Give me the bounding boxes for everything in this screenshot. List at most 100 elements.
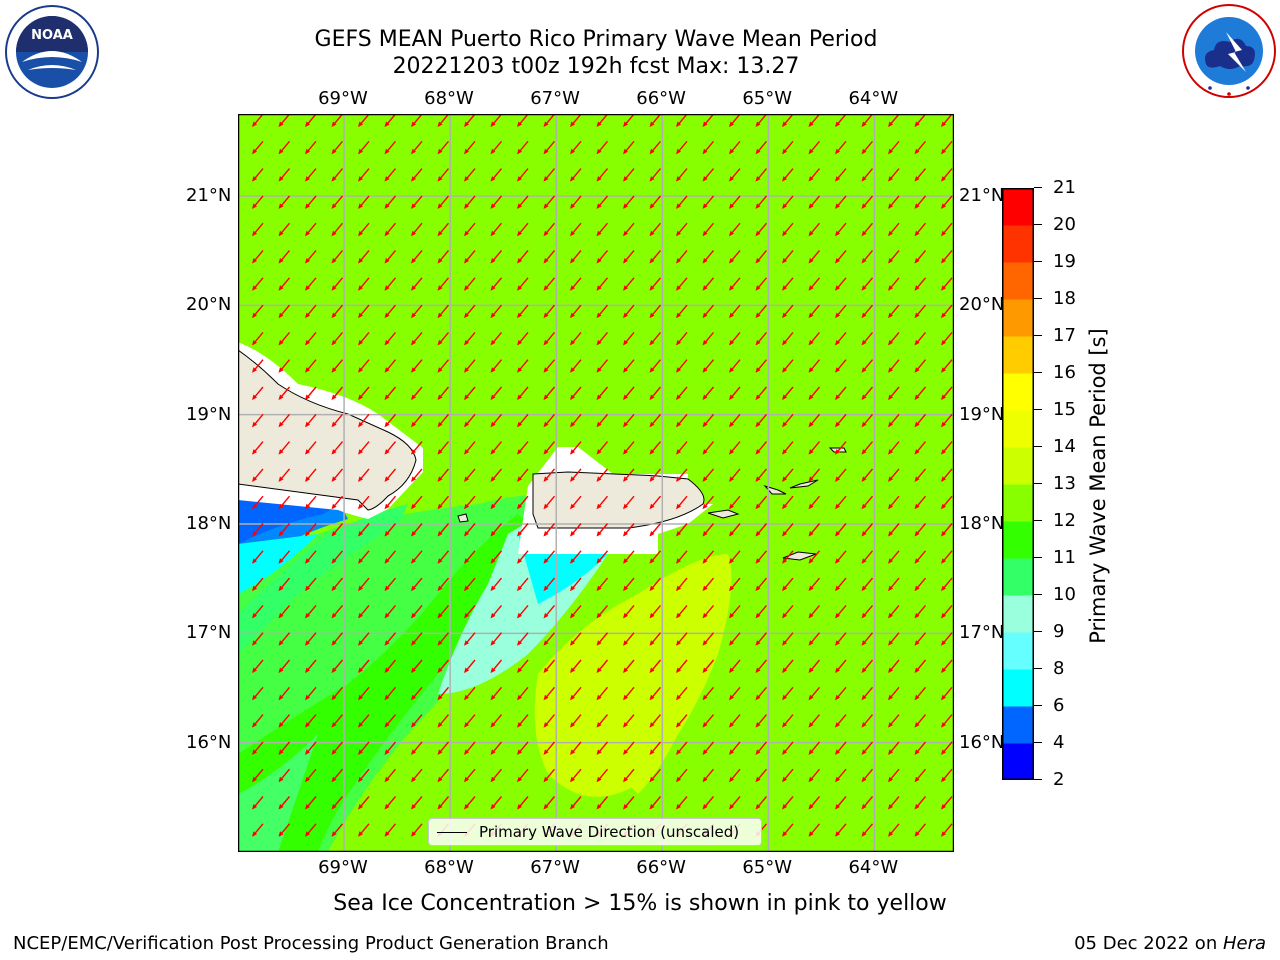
wave-direction-arrow	[649, 604, 662, 619]
wave-direction-arrow	[729, 277, 741, 291]
bottom-longitude-label: 67°W	[530, 857, 580, 878]
wave-direction-arrow	[464, 195, 476, 209]
wave-direction-arrow	[252, 823, 264, 837]
graticule	[238, 114, 954, 852]
colorbar-tick-label: 18	[1053, 288, 1076, 309]
wave-direction-arrow	[278, 604, 291, 619]
wave-direction-arrow	[437, 768, 450, 783]
wave-direction-arrow	[252, 632, 264, 646]
wave-direction-arrow	[729, 304, 741, 319]
wave-direction-arrow	[411, 686, 423, 701]
wave-direction-arrow	[729, 495, 741, 510]
wave-direction-arrow	[941, 686, 953, 701]
wave-direction-arrow	[835, 359, 847, 373]
wave-direction-arrow	[941, 114, 953, 127]
wave-direction-arrow	[411, 386, 423, 400]
wave-direction-arrow	[490, 577, 503, 592]
wave-direction-arrow	[490, 304, 503, 319]
wave-direction-arrow	[729, 222, 741, 237]
wave-direction-arrow	[464, 386, 476, 400]
wave-direction-arrow	[331, 741, 344, 755]
wave-direction-arrow	[437, 714, 450, 728]
wave-direction-arrow	[464, 250, 476, 264]
wave-direction-arrow	[755, 168, 768, 182]
wave-direction-arrow	[596, 495, 609, 510]
wave-direction-arrow	[411, 140, 423, 155]
wave-direction-arrow	[278, 359, 291, 373]
wave-direction-arrow	[305, 523, 317, 537]
wave-direction-arrow	[517, 495, 529, 510]
wave-direction-arrow	[755, 386, 768, 400]
wave-direction-arrow	[331, 331, 344, 346]
left-latitude-label: 20°N	[186, 294, 232, 316]
wave-direction-arrow	[252, 686, 264, 701]
wave-direction-arrow	[888, 604, 900, 619]
colorbar-segment	[1002, 706, 1034, 744]
wave-direction-arrow	[782, 495, 794, 510]
wave-direction-arrow	[729, 741, 741, 755]
colorbar-tick	[1034, 520, 1042, 522]
top-longitude-label: 69°W	[318, 88, 368, 109]
wave-direction-arrow	[835, 304, 847, 319]
wave-direction-arrow	[941, 222, 953, 237]
wave-direction-arrow	[782, 277, 794, 291]
wave-direction-arrow	[305, 604, 317, 619]
wave-direction-arrow	[464, 741, 476, 755]
wave-direction-arrow	[437, 386, 450, 400]
wave-direction-arrow	[914, 823, 927, 837]
wave-direction-arrow	[464, 468, 476, 482]
chart-title: GEFS MEAN Puerto Rico Primary Wave Mean …	[314, 27, 878, 52]
wave-direction-arrow	[570, 604, 582, 619]
right-latitude-label: 16°N	[959, 731, 1005, 753]
wave-direction-arrow	[411, 550, 423, 564]
wave-direction-arrow	[331, 277, 344, 291]
wave-direction-arrow	[358, 659, 370, 673]
wave-direction-arrow	[861, 468, 874, 482]
wave-direction-arrow	[835, 632, 847, 646]
wave-direction-arrow	[941, 386, 953, 400]
wave-direction-arrow	[808, 768, 821, 783]
wave-direction-arrow	[411, 768, 423, 783]
wave-direction-arrow	[464, 495, 476, 510]
wave-direction-arrow	[570, 140, 582, 155]
wave-direction-arrow	[623, 250, 635, 264]
wave-direction-arrow	[543, 250, 556, 264]
footer-date: 05 Dec 2022 on Hera	[1074, 933, 1266, 955]
wave-direction-arrow	[729, 250, 741, 264]
wave-direction-arrow	[888, 277, 900, 291]
wave-direction-arrow	[808, 686, 821, 701]
wave-direction-arrow	[861, 632, 874, 646]
wave-direction-arrow	[305, 468, 317, 482]
wave-direction-arrow	[861, 550, 874, 564]
wave-direction-arrow	[278, 413, 291, 428]
wave-direction-arrow	[755, 659, 768, 673]
wave-direction-arrow	[649, 632, 662, 646]
wave-direction-arrow	[676, 768, 688, 783]
wave-direction-arrow	[517, 714, 529, 728]
wave-direction-arrow	[888, 523, 900, 537]
wave-direction-arrow	[782, 714, 794, 728]
wave-direction-arrow	[888, 714, 900, 728]
wave-direction-arrow	[941, 168, 953, 182]
wave-direction-arrow	[755, 359, 768, 373]
wave-direction-arrow	[570, 523, 582, 537]
wave-direction-arrow	[384, 250, 397, 264]
wave-direction-arrow	[464, 168, 476, 182]
wave-direction-arrow	[702, 523, 715, 537]
wave-direction-arrow	[782, 823, 794, 837]
wave-direction-arrow	[411, 659, 423, 673]
wave-direction-arrow	[676, 796, 688, 810]
wave-direction-arrow	[543, 359, 556, 373]
wave-direction-arrow	[490, 523, 503, 537]
wave-direction-arrow	[305, 331, 317, 346]
wave-direction-arrow	[570, 577, 582, 592]
wave-direction-arrow	[888, 140, 900, 155]
wave-direction-arrow	[623, 659, 635, 673]
wave-direction-arrow	[782, 468, 794, 482]
wave-direction-arrow	[755, 604, 768, 619]
wave-direction-arrow	[278, 222, 291, 237]
wave-direction-arrow	[305, 550, 317, 564]
wave-direction-arrow	[543, 413, 556, 428]
wave-direction-arrow	[888, 386, 900, 400]
wave-direction-arrow	[596, 386, 609, 400]
